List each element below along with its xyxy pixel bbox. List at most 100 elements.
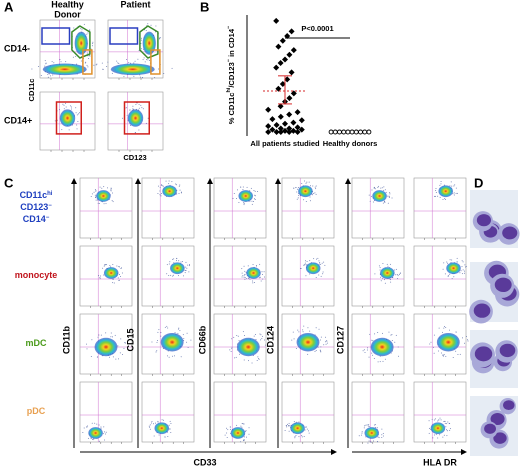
speckle bbox=[94, 422, 96, 424]
speckle bbox=[363, 427, 365, 429]
data-point bbox=[269, 126, 276, 133]
speckle bbox=[309, 196, 311, 198]
speckle bbox=[382, 435, 384, 437]
column-label: Donor bbox=[54, 9, 81, 19]
speckle bbox=[319, 349, 321, 351]
speckle bbox=[315, 258, 317, 260]
speckle bbox=[440, 419, 442, 421]
speckle bbox=[444, 184, 446, 186]
speckle bbox=[141, 39, 143, 41]
speckle bbox=[386, 263, 388, 265]
speckle bbox=[297, 187, 299, 189]
speckle bbox=[163, 72, 165, 74]
speckle bbox=[168, 424, 170, 426]
speckle bbox=[397, 278, 399, 280]
speckle bbox=[105, 431, 107, 433]
speckle bbox=[112, 192, 114, 194]
speckle bbox=[185, 269, 187, 271]
speckle bbox=[102, 267, 104, 269]
speckle bbox=[186, 267, 188, 269]
data-point bbox=[282, 56, 288, 63]
flow-plot bbox=[79, 381, 133, 444]
speckle bbox=[313, 192, 315, 194]
data-point bbox=[286, 111, 293, 118]
plot-frame bbox=[213, 177, 267, 239]
speckle bbox=[394, 269, 396, 271]
speckle bbox=[126, 114, 128, 116]
speckle bbox=[450, 181, 452, 183]
density-blob bbox=[372, 190, 387, 202]
speckle bbox=[132, 108, 134, 110]
speckle bbox=[367, 347, 369, 349]
speckle bbox=[467, 340, 469, 342]
data-point bbox=[288, 28, 295, 35]
column-label: Patient bbox=[120, 0, 150, 9]
speckle bbox=[238, 353, 240, 355]
speckle bbox=[449, 429, 451, 431]
speckle bbox=[377, 361, 379, 363]
data-point bbox=[353, 129, 359, 135]
speckle bbox=[298, 331, 300, 333]
speckle bbox=[462, 261, 464, 263]
speckle bbox=[31, 68, 33, 70]
speckle bbox=[135, 104, 137, 106]
speckle bbox=[261, 271, 263, 273]
density-blob bbox=[127, 109, 144, 127]
speckle bbox=[141, 48, 143, 50]
speckle bbox=[79, 112, 81, 114]
speckle bbox=[306, 181, 308, 183]
speckle bbox=[171, 181, 173, 183]
data-point bbox=[282, 127, 288, 134]
speckle bbox=[325, 343, 327, 345]
flow-plot bbox=[79, 177, 133, 240]
speckle bbox=[296, 188, 298, 190]
speckle bbox=[455, 192, 457, 194]
speckle bbox=[305, 201, 307, 203]
speckle bbox=[302, 329, 304, 331]
speckle bbox=[104, 431, 106, 433]
speckle bbox=[325, 336, 327, 338]
flow-plot bbox=[351, 245, 405, 308]
arrow-head bbox=[71, 178, 77, 184]
speckle bbox=[93, 439, 95, 441]
speckle bbox=[374, 424, 376, 426]
speckle bbox=[110, 189, 112, 191]
speckle bbox=[111, 200, 113, 202]
speckle bbox=[75, 55, 77, 57]
speckle bbox=[298, 194, 300, 196]
nucleus bbox=[490, 413, 505, 426]
speckle bbox=[306, 260, 308, 262]
speckle bbox=[83, 23, 85, 25]
speckle bbox=[65, 106, 67, 108]
speckle bbox=[91, 45, 93, 47]
flow-plot bbox=[351, 313, 405, 376]
speckle bbox=[461, 260, 463, 262]
speckle bbox=[396, 273, 398, 275]
speckle bbox=[45, 63, 47, 65]
speckle bbox=[254, 198, 256, 200]
speckle bbox=[112, 336, 114, 338]
flow-plot bbox=[213, 245, 267, 308]
speckle bbox=[303, 199, 305, 201]
gate bbox=[139, 25, 159, 59]
nucleus bbox=[474, 346, 493, 362]
speckle bbox=[149, 424, 151, 426]
speckle bbox=[146, 59, 148, 61]
density-blob bbox=[290, 422, 305, 435]
speckle bbox=[118, 63, 120, 65]
speckle bbox=[286, 426, 288, 428]
speckle bbox=[364, 352, 366, 354]
speckle bbox=[95, 190, 97, 192]
speckle bbox=[367, 442, 369, 444]
speckle bbox=[438, 419, 440, 421]
speckle bbox=[439, 417, 441, 419]
speckle bbox=[99, 278, 101, 280]
speckle bbox=[382, 262, 384, 264]
speckle bbox=[321, 262, 323, 264]
speckle bbox=[297, 197, 299, 199]
speckle bbox=[103, 274, 105, 276]
speckle bbox=[452, 357, 454, 359]
flow-plot bbox=[351, 177, 405, 240]
speckle bbox=[139, 76, 141, 78]
speckle bbox=[65, 102, 67, 104]
